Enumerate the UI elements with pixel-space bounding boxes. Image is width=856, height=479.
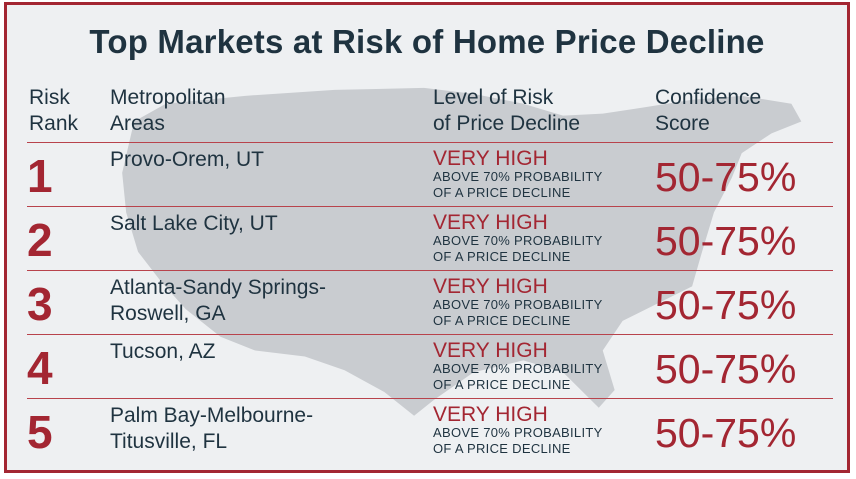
metro-area: Tucson, AZ	[110, 340, 216, 363]
risk-description-line1: ABOVE 70% PROBABILITY	[433, 169, 603, 184]
table-row: 2 Salt Lake City, UT VERY HIGH ABOVE 70%…	[27, 206, 833, 271]
risk-level: VERY HIGH	[433, 403, 548, 426]
confidence-score: 50-75%	[655, 154, 797, 200]
risk-rank: 2	[27, 214, 53, 266]
risk-description-line2: OF A PRICE DECLINE	[433, 185, 571, 200]
table-row: 3 Atlanta-Sandy Springs- Roswell, GA VERY…	[27, 270, 833, 335]
metro-area: Palm Bay-Melbourne- Titusville, FL	[110, 404, 314, 453]
metro-area: Provo-Orem, UT	[110, 148, 265, 171]
header-confidence-score: Confidence Score	[655, 86, 762, 135]
confidence-score: 50-75%	[655, 410, 797, 456]
page-title: Top Markets at Risk of Home Price Declin…	[89, 23, 765, 60]
table-row: 1 Provo-Orem, UT VERY HIGH ABOVE 70% PRO…	[27, 142, 833, 207]
header-risk-rank: Risk Rank	[29, 86, 79, 135]
table-row: 5 Palm Bay-Melbourne- Titusville, FL VERY…	[27, 398, 833, 463]
table-row: 4 Tucson, AZ VERY HIGH ABOVE 70% PROBABI…	[27, 334, 833, 399]
risk-level: VERY HIGH	[433, 211, 548, 234]
metro-area: Salt Lake City, UT	[110, 212, 278, 235]
header-metropolitan-areas: Metropolitan Areas	[110, 86, 226, 135]
risk-description-line2: OF A PRICE DECLINE	[433, 313, 571, 328]
risk-description-line1: ABOVE 70% PROBABILITY	[433, 297, 603, 312]
risk-description-line1: ABOVE 70% PROBABILITY	[433, 361, 603, 376]
risk-description-line2: OF A PRICE DECLINE	[433, 441, 571, 456]
risk-level: VERY HIGH	[433, 339, 548, 362]
risk-level: VERY HIGH	[433, 147, 548, 170]
risk-description-line2: OF A PRICE DECLINE	[433, 377, 571, 392]
risk-description-line1: ABOVE 70% PROBABILITY	[433, 425, 603, 440]
infographic-frame: Top Markets at Risk of Home Price Declin…	[4, 2, 850, 473]
risk-rank: 1	[27, 150, 53, 202]
confidence-score: 50-75%	[655, 346, 797, 392]
confidence-score: 50-75%	[655, 218, 797, 264]
risk-description-line2: OF A PRICE DECLINE	[433, 249, 571, 264]
confidence-score: 50-75%	[655, 282, 797, 328]
risk-description-line1: ABOVE 70% PROBABILITY	[433, 233, 603, 248]
risk-rank: 4	[27, 342, 53, 394]
metro-area: Atlanta-Sandy Springs- Roswell, GA	[110, 276, 326, 325]
risk-level: VERY HIGH	[433, 275, 548, 298]
us-map-silhouette	[122, 87, 802, 416]
risk-rank: 3	[27, 278, 53, 330]
risk-rank: 5	[27, 406, 53, 458]
header-level-of-risk: Level of Risk of Price Decline	[433, 86, 581, 135]
